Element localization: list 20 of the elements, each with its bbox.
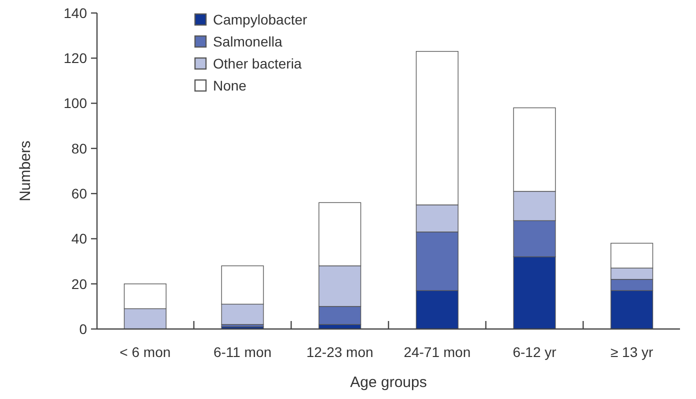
- legend-label: Salmonella: [213, 33, 282, 50]
- legend-label: Campylobacter: [213, 11, 308, 28]
- legend-label: Other bacteria: [213, 55, 302, 72]
- x-tick-label: < 6 mon: [120, 344, 171, 360]
- x-axis-title: Age groups: [350, 374, 427, 391]
- x-tick-label: 6-12 yr: [512, 344, 557, 360]
- y-tick-label: 100: [64, 95, 88, 112]
- y-tick-label: 120: [64, 50, 88, 66]
- y-tick-label: 40: [71, 230, 88, 247]
- y-axis-title: Numbers: [17, 140, 34, 202]
- x-tick-label: 12-23 mon: [306, 344, 374, 360]
- y-tick-label: 80: [71, 140, 88, 156]
- y-tick-label: 20: [71, 276, 88, 292]
- x-tick-label: 24-71 mon: [404, 344, 471, 360]
- x-tick-label: 6-11 mon: [213, 344, 272, 360]
- y-tick-label: 60: [71, 185, 88, 202]
- x-tick-label: ≥ 13 yr: [610, 344, 654, 360]
- legend-label: None: [213, 77, 247, 94]
- y-tick-label: 0: [79, 320, 88, 337]
- y-tick-label: 140: [64, 4, 88, 21]
